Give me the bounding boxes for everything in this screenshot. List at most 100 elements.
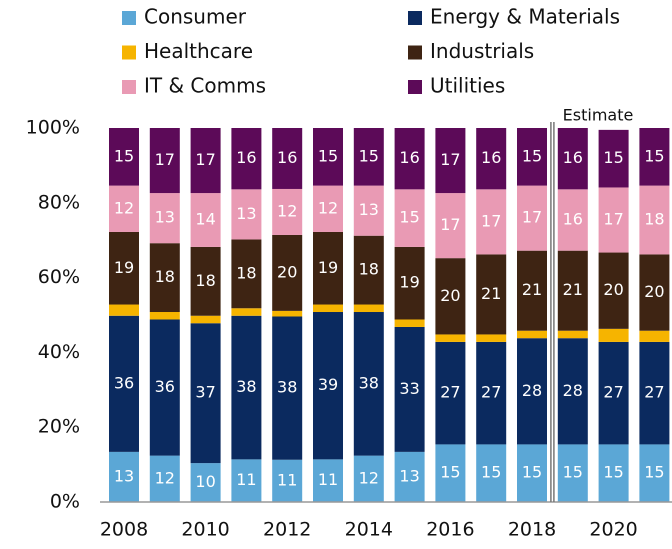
value-label: 11	[318, 470, 338, 489]
value-label: 27	[440, 383, 460, 402]
legend-label: Energy & Materials	[430, 5, 620, 29]
value-label: 13	[236, 204, 256, 223]
legend-swatch	[122, 11, 136, 25]
bar-segment	[313, 128, 343, 186]
bar-segment	[272, 234, 303, 311]
bar-segment	[598, 187, 629, 253]
bar-segment	[272, 310, 303, 317]
legend-label: Consumer	[144, 5, 247, 29]
value-label: 27	[603, 383, 623, 402]
value-label: 21	[563, 280, 583, 299]
bar-segment	[557, 250, 588, 331]
bar-segment	[231, 239, 262, 309]
value-label: 17	[440, 150, 460, 169]
bar-segment	[272, 128, 303, 189]
value-label: 38	[236, 377, 256, 396]
bar-segment	[313, 231, 343, 305]
value-label: 37	[195, 383, 215, 402]
x-tick-label: 2018	[508, 519, 556, 541]
bar-segment	[231, 128, 262, 190]
bar-segment	[109, 304, 139, 316]
value-label: 21	[481, 284, 501, 303]
bar-segment	[598, 341, 629, 445]
bar-segment	[149, 193, 180, 244]
value-label: 16	[563, 210, 583, 229]
bar-segment	[149, 128, 180, 194]
value-label: 15	[644, 463, 664, 482]
x-tick-label: 2012	[263, 519, 311, 541]
bar-segment	[272, 316, 303, 460]
bar-segment	[313, 185, 343, 232]
value-label: 16	[481, 148, 501, 167]
bar-segment	[313, 304, 343, 313]
value-label: 17	[195, 150, 215, 169]
value-label: 17	[522, 208, 542, 227]
bar-segment	[476, 341, 507, 445]
legend-swatch	[408, 80, 422, 94]
legend-swatch	[122, 45, 136, 60]
value-label: 15	[563, 463, 583, 482]
bar-segment	[598, 328, 629, 342]
bar-segment	[639, 330, 670, 342]
value-label: 15	[603, 148, 623, 167]
value-label: 16	[399, 148, 419, 167]
value-label: 27	[644, 383, 664, 402]
value-label: 13	[155, 208, 175, 227]
y-tick-label: 40%	[38, 341, 80, 363]
value-label: 15	[114, 146, 134, 165]
bar-segment	[517, 338, 547, 445]
bar-segment	[109, 185, 139, 232]
y-tick-label: 100%	[26, 117, 80, 139]
bar-segment	[394, 319, 425, 327]
legend-label: IT & Comms	[144, 74, 266, 98]
value-label: 18	[644, 210, 664, 229]
bar-segment	[517, 185, 547, 251]
value-label: 15	[359, 146, 379, 165]
value-label: 17	[155, 150, 175, 169]
value-label: 19	[318, 258, 338, 277]
bar-segment	[639, 341, 670, 445]
value-label: 15	[603, 463, 623, 482]
bar-segment	[272, 459, 303, 502]
bar-segment	[313, 312, 343, 460]
value-label: 39	[318, 375, 338, 394]
bar-segment	[557, 128, 588, 190]
value-label: 28	[522, 381, 542, 400]
bar-segment	[394, 246, 425, 320]
value-label: 19	[114, 258, 134, 277]
value-label: 12	[277, 201, 297, 220]
value-label: 15	[644, 146, 664, 165]
bar-segment	[394, 451, 425, 502]
bar-segment	[109, 315, 139, 452]
bar-segment	[109, 231, 139, 305]
bar-segment	[353, 185, 384, 236]
x-tick-label: 2020	[589, 519, 637, 541]
value-label: 38	[359, 373, 379, 392]
bar-segment	[517, 330, 547, 339]
value-label: 17	[440, 215, 460, 234]
bar-segment	[353, 235, 384, 305]
bar-segment	[476, 444, 507, 502]
legend-label: Industrials	[430, 39, 534, 63]
bar-segment	[394, 326, 425, 452]
value-label: 15	[440, 463, 460, 482]
value-label: 16	[563, 148, 583, 167]
value-label: 13	[399, 466, 419, 485]
value-label: 15	[318, 146, 338, 165]
value-label: 13	[359, 200, 379, 219]
bar-segment	[435, 193, 466, 259]
value-label: 15	[481, 463, 501, 482]
bar-segment	[598, 444, 629, 502]
legend-swatch	[122, 80, 136, 94]
value-label: 36	[114, 373, 134, 392]
bar-segment	[231, 459, 262, 502]
bar-segment	[598, 252, 629, 329]
x-tick-label: 2008	[100, 519, 148, 541]
bar-segment	[435, 334, 466, 342]
bar-segment	[557, 330, 588, 339]
value-label: 17	[603, 210, 623, 229]
bar-segment	[394, 189, 425, 247]
bar-segment	[190, 246, 221, 316]
value-label: 18	[236, 263, 256, 282]
value-label: 38	[277, 378, 297, 397]
